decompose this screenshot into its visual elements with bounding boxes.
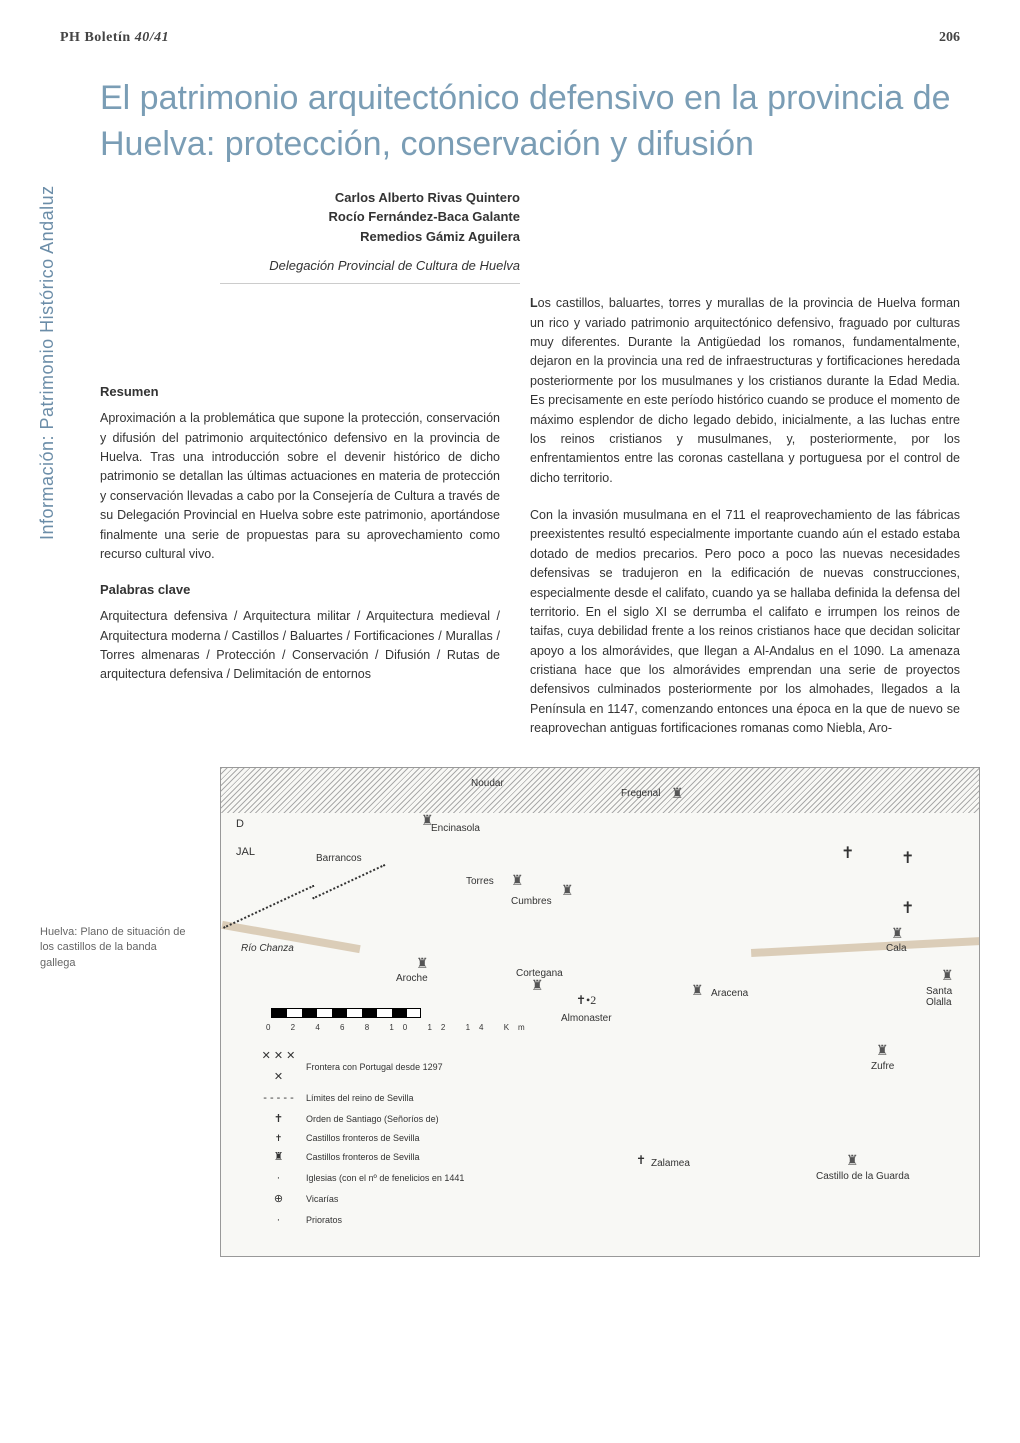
legend-item-5: · Iglesias (con el nº de fenelicios en 1… (261, 1168, 464, 1189)
legend-symbol-4: ♜ (261, 1147, 296, 1168)
label-rio-chanza: Río Chanza (241, 943, 294, 954)
legend-symbol-2: ✝ (261, 1109, 296, 1130)
label-santa-olalla: Santa Olalla (926, 986, 979, 1008)
cross-icon-1: ✝ (841, 843, 854, 863)
castle-icon-aroche: ♜ (416, 956, 429, 973)
figure-caption: Huelva: Plano de situación de los castil… (40, 925, 190, 971)
map-letter-jal: JAL (236, 846, 255, 858)
label-almonaster: Almonaster (561, 1013, 612, 1024)
legend-symbol-7: · (261, 1210, 296, 1231)
dropcap: L (530, 296, 538, 310)
legend-symbol-0: ✕ ✕ ✕ ✕ (261, 1046, 296, 1088)
castle-icon-cortegana: ♜ (531, 978, 544, 995)
palabras-clave-text: Arquitectura defensiva / Arquitectura mi… (100, 607, 500, 685)
publication-name: PH Boletín (60, 30, 131, 45)
vertical-sidebar: Información: Patrimonio Histórico Andalu… (40, 120, 75, 540)
author-3: Remedios Gámiz Aguilera (220, 227, 520, 247)
two-column-layout: Resumen Aproximación a la problemática q… (100, 294, 960, 756)
legend-item-0: ✕ ✕ ✕ ✕ Frontera con Portugal desde 1297 (261, 1046, 464, 1088)
map-legend: ✕ ✕ ✕ ✕ Frontera con Portugal desde 1297… (261, 1046, 464, 1230)
legend-item-6: ⊕ Vicarías (261, 1189, 464, 1210)
castle-icon-guarda: ♜ (846, 1153, 859, 1170)
label-torres: Torres (466, 876, 494, 887)
castle-icon-encinasola: ♜ (421, 813, 434, 830)
map-letter-d: D (236, 818, 244, 830)
author-1: Carlos Alberto Rivas Quintero (220, 188, 520, 208)
legend-label-2: Orden de Santiago (Señoríos de) (306, 1111, 439, 1128)
legend-label-0: Frontera con Portugal desde 1297 (306, 1059, 443, 1076)
legend-label-3: Castillos fronteros de Sevilla (306, 1130, 420, 1147)
article-title: El patrimonio arquitectónico defensivo e… (100, 76, 960, 168)
label-castillo-guarda: Castillo de la Guarda (816, 1171, 909, 1182)
castle-icon-cala: ♜ (891, 926, 904, 943)
legend-item-7: · Prioratos (261, 1210, 464, 1231)
legend-item-3: ✝ Castillos fronteros de Sevilla (261, 1130, 464, 1147)
palabras-clave-heading: Palabras clave (100, 582, 500, 597)
resumen-heading: Resumen (100, 384, 500, 399)
legend-label-5: Iglesias (con el nº de fenelicios en 144… (306, 1170, 464, 1187)
label-aroche: Aroche (396, 973, 428, 984)
castle-icon-santa-olalla: ♜ (941, 968, 954, 985)
legend-label-1: Límites del reino de Sevilla (306, 1090, 414, 1107)
castle-icon-zufre: ♜ (876, 1043, 889, 1060)
cross-icon-3: ✝ (901, 898, 914, 918)
legend-symbol-1: - - - - - (261, 1088, 296, 1109)
label-fregenal: Fregenal (621, 788, 660, 799)
label-encinasola: Encinasola (431, 823, 480, 834)
body-para-1: Los castillos, baluartes, torres y mural… (530, 294, 960, 488)
legend-item-1: - - - - - Límites del reino de Sevilla (261, 1088, 464, 1109)
page-number: 206 (939, 30, 960, 46)
castle-icon-aracena: ♜ (691, 983, 704, 1000)
left-column: Resumen Aproximación a la problemática q… (100, 294, 500, 756)
legend-item-4: ♜ Castillos fronteros de Sevilla (261, 1147, 464, 1168)
body-para-1-text: os castillos, baluartes, torres y murall… (530, 296, 960, 484)
castle-icon-cumbres: ♜ (561, 883, 574, 900)
scale-bar (271, 1008, 421, 1018)
legend-item-2: ✝ Orden de Santiago (Señoríos de) (261, 1109, 464, 1130)
legend-symbol-3: ✝ (261, 1130, 296, 1147)
label-aracena: Aracena (711, 988, 748, 999)
legend-label-6: Vicarías (306, 1191, 338, 1208)
affiliation: Delegación Provincial de Cultura de Huel… (220, 258, 520, 284)
author-2: Rocío Fernández-Baca Galante (220, 207, 520, 227)
map-figure: D JAL Noudar Fregenal ♜ Encinasola ♜ Bar… (220, 767, 980, 1257)
cross-icon-zalamea: ✝ (636, 1153, 646, 1168)
label-cala: Cala (886, 943, 907, 954)
cross-icon-almonaster: ✝•2 (576, 993, 596, 1008)
label-noudar: Noudar (471, 778, 504, 789)
sidebar-vertical-label: Información: Patrimonio Histórico Andalu… (37, 185, 58, 540)
label-barrancos: Barrancos (316, 853, 362, 864)
page-header: PH Boletín 40/41 206 (0, 0, 1020, 56)
castle-icon-torres: ♜ (511, 873, 524, 890)
map-river-2 (751, 937, 980, 957)
right-column: Los castillos, baluartes, torres y mural… (530, 294, 960, 756)
legend-symbol-5: · (261, 1168, 296, 1189)
publication-label: PH Boletín 40/41 (60, 30, 169, 46)
scale-labels: 0 2 4 6 8 10 12 14 Km (266, 1023, 534, 1032)
issue-number: 40/41 (135, 30, 169, 45)
cross-icon-2: ✝ (901, 848, 914, 868)
label-cumbres: Cumbres (511, 896, 552, 907)
legend-symbol-6: ⊕ (261, 1189, 296, 1210)
label-zufre: Zufre (871, 1061, 894, 1072)
label-zalamea: Zalamea (651, 1158, 690, 1169)
body-para-2: Con la invasión musulmana en el 711 el r… (530, 506, 960, 739)
map-hatching (221, 768, 979, 813)
resumen-text: Aproximación a la problemática que supon… (100, 409, 500, 564)
legend-label-7: Prioratos (306, 1212, 342, 1229)
main-content: El patrimonio arquitectónico defensivo e… (100, 56, 960, 1257)
legend-label-4: Castillos fronteros de Sevilla (306, 1149, 420, 1166)
author-block: Carlos Alberto Rivas Quintero Rocío Fern… (220, 188, 520, 247)
castle-icon-fregenal: ♜ (671, 786, 684, 803)
